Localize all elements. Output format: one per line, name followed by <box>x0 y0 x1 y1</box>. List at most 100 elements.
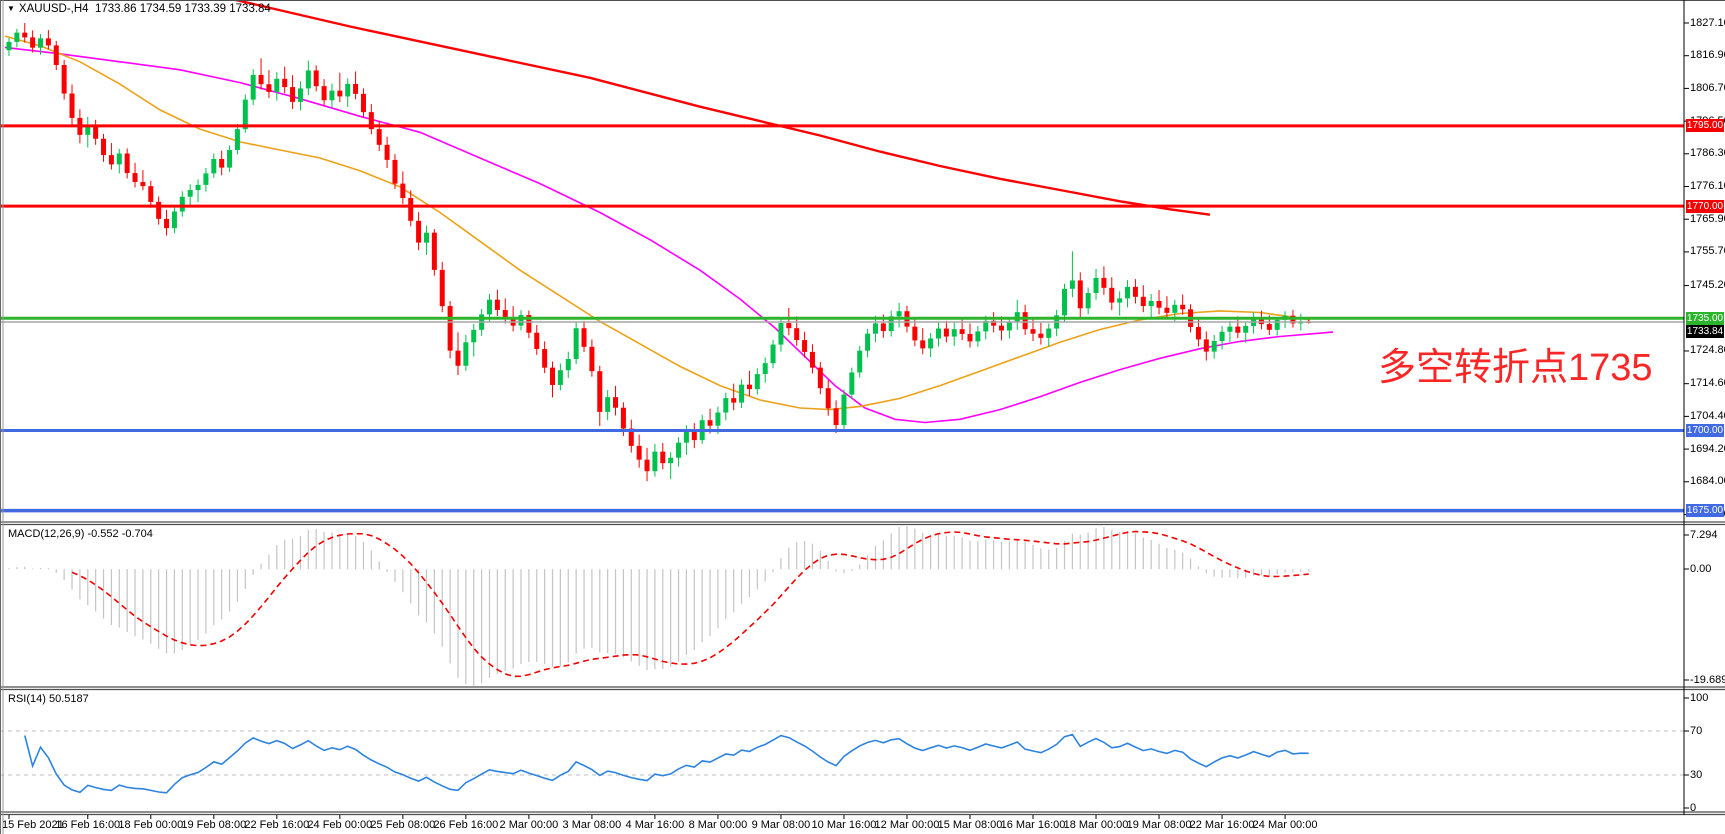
candle-body <box>494 299 500 310</box>
candle-body <box>368 112 374 130</box>
candle-body <box>45 38 51 46</box>
candle-body <box>1062 288 1068 316</box>
candle-body <box>22 32 28 38</box>
candle-body <box>550 367 556 385</box>
candle-body <box>1038 333 1044 338</box>
candle-body <box>1156 300 1162 308</box>
candle-body <box>802 340 808 352</box>
candle-body <box>53 45 59 65</box>
candle-body <box>1258 317 1264 325</box>
price-tick-label: 1806.70 <box>1690 81 1725 94</box>
candle-body <box>463 342 469 366</box>
annotation-text[interactable]: 多空转折点1735 <box>1378 347 1653 389</box>
candle-body <box>148 186 154 202</box>
candle-body <box>1117 298 1123 303</box>
ohlc-values: 1733.86 1734.59 1733.39 1733.84 <box>94 3 271 15</box>
candle-body <box>581 328 587 347</box>
price-badge-1770.00[interactable]: 1770.00 <box>1686 199 1724 213</box>
price-tick-label: 1765.90 <box>1690 212 1725 225</box>
candle-body <box>880 323 886 332</box>
rsi-axis-label: 70 <box>1690 724 1703 737</box>
candle-body <box>1030 329 1036 334</box>
candle-body <box>431 232 437 270</box>
candle-body <box>297 88 303 102</box>
price-badge-1735.00[interactable]: 1735.00 <box>1686 311 1724 325</box>
candle-body <box>786 323 792 329</box>
time-axis-label: 25 Feb 08:00 <box>370 819 436 831</box>
candle-body <box>707 420 713 426</box>
candle-body <box>360 93 366 113</box>
candle-body <box>242 99 248 130</box>
rsi-line <box>24 733 1309 794</box>
time-axis-label: 4 Mar 16:00 <box>625 819 685 831</box>
candle-body <box>542 349 548 368</box>
candle-body <box>486 299 492 315</box>
price-tick-label: 1714.60 <box>1690 377 1725 390</box>
candle-body <box>991 320 997 326</box>
candle-body <box>290 87 296 102</box>
price-badge-1795.00[interactable]: 1795.00 <box>1686 119 1724 133</box>
price-tick-label: 1816.90 <box>1690 49 1725 62</box>
candle-body <box>61 64 67 94</box>
symbol-timeframe-label: XAUUSD-,H4 <box>18 3 89 15</box>
candle-body <box>140 182 146 187</box>
candle-body <box>928 338 934 349</box>
candle-body <box>1125 286 1131 299</box>
price-badge-1700.00[interactable]: 1700.00 <box>1686 423 1724 437</box>
candle-body <box>101 138 107 156</box>
candle-body <box>1132 286 1138 297</box>
candle-body <box>416 220 422 243</box>
time-axis-label: 15 Mar 08:00 <box>937 819 1003 831</box>
candle-body <box>211 158 217 174</box>
candle-body <box>1227 326 1233 332</box>
candle-body <box>668 457 674 464</box>
candle-body <box>439 269 445 307</box>
candle-body <box>1140 296 1146 307</box>
candle-body <box>234 129 240 150</box>
rsi-panel-layer <box>0 730 1684 794</box>
candle-body <box>124 153 130 174</box>
price-badge-1675.00[interactable]: 1675.00 <box>1686 504 1724 518</box>
candle-body <box>1069 280 1075 289</box>
candle-body <box>408 198 414 221</box>
chevron-down-icon[interactable]: ▼ <box>7 4 15 13</box>
time-axis-label: 16 Mar 16:00 <box>1000 819 1066 831</box>
candle-body <box>849 372 855 395</box>
candle-body <box>589 346 595 372</box>
candle-body <box>179 196 185 212</box>
candle-body <box>770 344 776 364</box>
macd-indicator-label: MACD(12,26,9) -0.552 -0.704 <box>8 528 153 540</box>
candle-body <box>258 74 264 85</box>
candle-body <box>1022 312 1028 330</box>
time-axis-label: 15 Feb 2021 <box>2 819 64 831</box>
time-axis-label: 18 Mar 00:00 <box>1063 819 1129 831</box>
candle-body <box>38 38 44 48</box>
candle-body <box>1219 331 1225 342</box>
candle-body <box>794 328 800 341</box>
price-tick-label: 1745.20 <box>1690 279 1725 292</box>
price-tick-label: 1684.00 <box>1690 475 1725 488</box>
candle-body <box>250 74 256 100</box>
rsi-indicator-label: RSI(14) 50.5187 <box>8 693 89 705</box>
candle-body <box>817 367 823 389</box>
candle-body <box>597 371 603 412</box>
candle-body <box>912 326 918 341</box>
candle-body <box>455 350 461 366</box>
candle-body <box>557 370 563 385</box>
price-badge-1733.84[interactable]: 1733.84 <box>1686 325 1724 339</box>
candle-body <box>376 129 382 145</box>
candle-body <box>447 306 453 351</box>
candle-body <box>935 328 941 339</box>
candle-body <box>999 325 1005 331</box>
time-axis-label: 3 Mar 08:00 <box>562 819 622 831</box>
candle-body <box>1046 328 1052 338</box>
candle-body <box>746 384 752 390</box>
candle-body <box>636 445 642 460</box>
candle-body <box>691 431 697 441</box>
symbol-header: ▼ XAUUSD-,H4 1733.86 1734.59 1733.39 1733… <box>7 3 271 15</box>
time-axis-label: 22 Mar 16:00 <box>1189 819 1255 831</box>
ma-magenta-line <box>4 46 1334 424</box>
ma-red-line <box>232 0 1211 216</box>
time-axis-label: 12 Mar 00:00 <box>874 819 940 831</box>
